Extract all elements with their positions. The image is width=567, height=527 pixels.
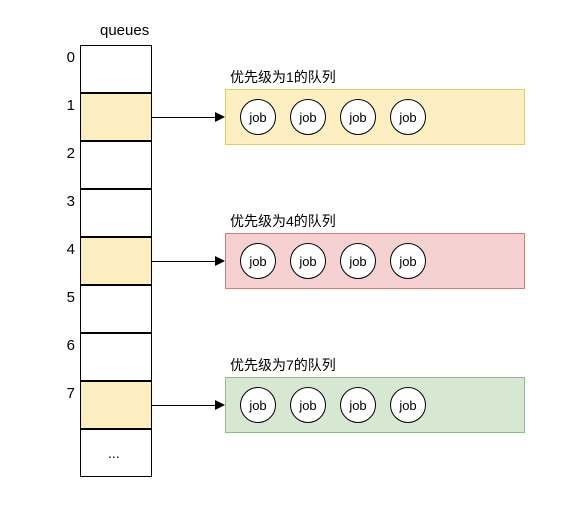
job-node: job bbox=[390, 243, 426, 279]
job-node: job bbox=[390, 387, 426, 423]
queue-slot bbox=[80, 141, 152, 189]
queues-header: queues bbox=[100, 22, 149, 39]
queue-slot bbox=[80, 93, 152, 141]
queue-slot bbox=[80, 381, 152, 429]
slot-index-label: 2 bbox=[55, 145, 75, 162]
queue-title: 优先级为1的队列 bbox=[230, 67, 336, 87]
job-node: job bbox=[340, 243, 376, 279]
queue-slot bbox=[80, 237, 152, 285]
arrow-line bbox=[152, 261, 217, 262]
slot-index-label: 5 bbox=[55, 289, 75, 306]
queue-slot bbox=[80, 45, 152, 93]
arrow-head-icon bbox=[215, 400, 225, 410]
job-node: job bbox=[390, 99, 426, 135]
job-node: job bbox=[240, 99, 276, 135]
queue-title: 优先级为4的队列 bbox=[230, 211, 336, 231]
queue-title: 优先级为7的队列 bbox=[230, 355, 336, 375]
queue-box: jobjobjobjob bbox=[225, 377, 525, 433]
job-node: job bbox=[290, 387, 326, 423]
queue-slot bbox=[80, 333, 152, 381]
job-node: job bbox=[340, 387, 376, 423]
job-node: job bbox=[340, 99, 376, 135]
slot-index-label: 7 bbox=[55, 385, 75, 402]
queue-slot bbox=[80, 189, 152, 237]
arrow-line bbox=[152, 405, 217, 406]
job-node: job bbox=[240, 243, 276, 279]
arrow-line bbox=[152, 117, 217, 118]
slot-index-label: 1 bbox=[55, 97, 75, 114]
slot-index-label: 0 bbox=[55, 49, 75, 66]
arrow-head-icon bbox=[215, 112, 225, 122]
job-node: job bbox=[290, 243, 326, 279]
queue-slot bbox=[80, 285, 152, 333]
slot-index-label: 4 bbox=[55, 241, 75, 258]
slot-index-label: 3 bbox=[55, 193, 75, 210]
arrow-head-icon bbox=[215, 256, 225, 266]
ellipsis-label: ... bbox=[108, 445, 120, 461]
queue-box: jobjobjobjob bbox=[225, 233, 525, 289]
job-node: job bbox=[290, 99, 326, 135]
queue-box: jobjobjobjob bbox=[225, 89, 525, 145]
slot-index-label: 6 bbox=[55, 337, 75, 354]
job-node: job bbox=[240, 387, 276, 423]
